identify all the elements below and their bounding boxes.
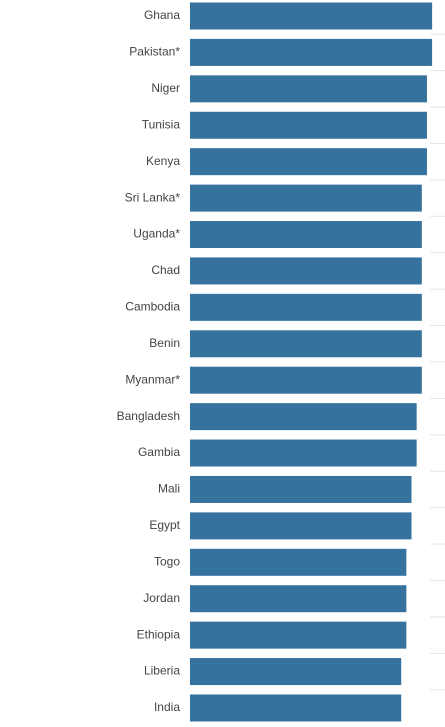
y-tick-label: Niger	[151, 81, 180, 95]
y-tick-label: Cambodia	[125, 300, 180, 314]
y-tick-label: Kenya	[146, 154, 180, 168]
y-tick-label: Mali	[158, 482, 180, 496]
bar	[190, 658, 402, 686]
y-tick-label: Togo	[154, 554, 180, 568]
y-tick-label: Myanmar*	[125, 372, 180, 386]
bar	[190, 38, 433, 66]
bar	[190, 366, 422, 394]
bar	[190, 475, 412, 503]
y-tick-label: Jordan	[143, 591, 180, 605]
bar	[190, 148, 427, 176]
y-tick-label: Uganda*	[133, 227, 180, 241]
bar	[190, 512, 412, 540]
bar	[190, 330, 422, 358]
y-tick-label: Ethiopia	[137, 627, 181, 641]
y-tick-label: Liberia	[144, 664, 180, 678]
y-tick-label: Bangladesh	[117, 409, 180, 423]
bar	[190, 548, 407, 576]
bar	[190, 257, 422, 285]
y-tick-label: Pakistan*	[129, 45, 180, 59]
y-tick-label: Ghana	[144, 8, 180, 22]
y-tick-label: Tunisia	[142, 117, 181, 131]
bar	[190, 75, 427, 103]
bar	[190, 221, 422, 249]
bar	[190, 184, 422, 212]
bar	[190, 694, 402, 722]
y-tick-label: Egypt	[149, 518, 180, 532]
bar	[190, 293, 422, 321]
bar	[190, 621, 407, 649]
y-tick-label: India	[154, 700, 180, 714]
bar	[190, 439, 417, 467]
bar	[190, 2, 433, 30]
y-tick-label: Sri Lanka*	[125, 190, 181, 204]
y-tick-label: Benin	[149, 336, 180, 350]
bar	[190, 403, 417, 431]
y-tick-label: Gambia	[138, 445, 180, 459]
y-tick-label: Chad	[151, 263, 180, 277]
bar	[190, 111, 427, 139]
bar	[190, 585, 407, 613]
